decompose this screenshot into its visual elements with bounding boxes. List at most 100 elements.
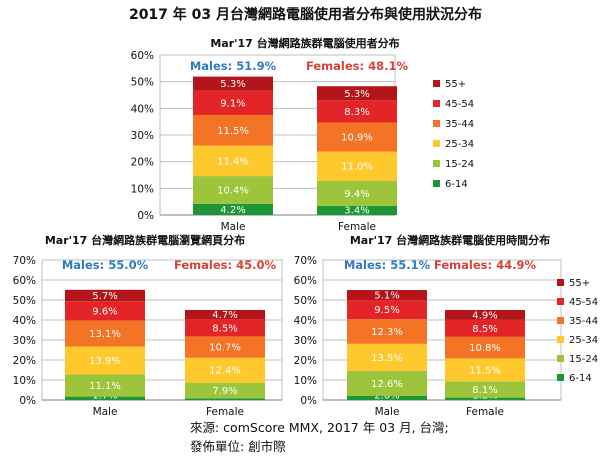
- data-label: 4.2%: [220, 205, 245, 216]
- data-label: 8.5%: [472, 324, 497, 335]
- data-label: 5.3%: [220, 79, 245, 90]
- bar-segment: [317, 100, 397, 123]
- legend-swatch: [557, 317, 564, 324]
- data-label: 8.3%: [344, 107, 369, 118]
- bar-segment: [193, 203, 273, 215]
- bar-segment: [65, 374, 145, 397]
- publisher-line: 發佈單位: 創市際: [190, 439, 286, 454]
- y-tick-label: 0%: [300, 395, 317, 407]
- data-label: 10.7%: [209, 343, 241, 354]
- y-tick-label: 0%: [19, 395, 36, 407]
- data-label: 11.5%: [217, 126, 249, 137]
- bar-segment: [65, 320, 145, 347]
- legend-swatch: [433, 140, 440, 147]
- legend-label: 55+: [445, 79, 466, 90]
- legend-swatch: [433, 120, 440, 127]
- y-tick-label: 30%: [13, 335, 36, 347]
- bar-segment: [347, 370, 427, 396]
- bar-segment: [445, 381, 525, 398]
- data-label: 12.4%: [209, 366, 241, 377]
- y-tick-label: 30%: [131, 130, 154, 142]
- data-label: 8.1%: [472, 385, 497, 396]
- bar-segment: [445, 397, 525, 400]
- source-note: 來源: comScore MMX, 2017 年 03 月, 台灣; 發佈單位:…: [190, 418, 449, 456]
- y-tick-label: 50%: [13, 295, 36, 307]
- y-tick-label: 10%: [294, 375, 317, 387]
- bar-segment: [65, 289, 145, 302]
- females-total-label: Females: 48.1%: [306, 59, 408, 73]
- bar-segment: [347, 300, 427, 320]
- data-label: 12.3%: [371, 327, 403, 338]
- legend-swatch: [433, 100, 440, 107]
- data-label: 5.7%: [92, 291, 117, 302]
- bar-segment: [185, 382, 265, 399]
- data-label: 5.1%: [374, 291, 399, 302]
- data-label: 13.5%: [371, 353, 403, 364]
- y-tick-label: 10%: [13, 375, 36, 387]
- bar-segment: [317, 205, 397, 215]
- data-label: 9.6%: [92, 306, 117, 317]
- chart-title: Mar'17 台灣網路族群電腦使用時間分布: [350, 233, 550, 247]
- y-tick-label: 30%: [294, 335, 317, 347]
- males-total-label: Males: 51.9%: [190, 59, 277, 73]
- legend-label: 45-54: [569, 297, 598, 308]
- data-label: 7.9%: [212, 386, 237, 397]
- x-tick-label: Female: [338, 221, 376, 233]
- chart-title: Mar'17 台灣網路族群電腦使用者分布: [210, 36, 399, 50]
- bar-segment: [65, 396, 145, 400]
- y-tick-label: 70%: [294, 255, 317, 267]
- legend-swatch: [557, 336, 564, 343]
- y-tick-label: 20%: [294, 355, 317, 367]
- y-tick-label: 50%: [131, 77, 154, 89]
- bar-segment: [185, 310, 265, 320]
- legend-swatch: [557, 355, 564, 362]
- data-label: 11.0%: [341, 162, 373, 173]
- bar-segment: [185, 319, 265, 337]
- y-tick-label: 60%: [13, 275, 36, 287]
- y-tick-label: 40%: [13, 315, 36, 327]
- legend-label: 35-44: [445, 119, 474, 130]
- data-label: 9.4%: [344, 189, 369, 200]
- page-title: 2017 年 03 月台灣網路電腦使用者分布與使用狀況分布: [128, 7, 483, 23]
- x-tick-label: Male: [221, 221, 246, 233]
- bar-segment: [347, 396, 427, 400]
- bar-segment: [445, 336, 525, 359]
- legend-swatch: [557, 374, 564, 381]
- data-label: 11.5%: [469, 365, 501, 376]
- bar-segment: [445, 310, 525, 320]
- y-tick-label: 70%: [13, 255, 36, 267]
- males-total-label: Males: 55.1%: [344, 258, 431, 272]
- legend-label: 6-14: [445, 179, 468, 190]
- source-line: 來源: comScore MMX, 2017 年 03 月, 台灣;: [190, 420, 449, 435]
- legend-swatch: [433, 80, 440, 87]
- y-tick-label: 50%: [294, 295, 317, 307]
- legend-swatch: [433, 180, 440, 187]
- bar-segment: [65, 301, 145, 321]
- data-label: 5.3%: [344, 89, 369, 100]
- x-tick-label: Male: [93, 406, 118, 418]
- bar-segment: [193, 176, 273, 204]
- legend-label: 25-34: [569, 335, 598, 346]
- data-label: 13.1%: [89, 329, 121, 340]
- bar-segment: [317, 180, 397, 206]
- bar-segment: [347, 319, 427, 344]
- legend-label: 15-24: [569, 354, 598, 365]
- legend-swatch: [557, 298, 564, 305]
- bar-segment: [193, 76, 273, 91]
- bar-segment: [185, 357, 265, 383]
- bar-segment: [185, 398, 265, 400]
- legend-swatch: [433, 160, 440, 167]
- data-label: 12.6%: [371, 379, 403, 390]
- data-label: 9.5%: [374, 305, 399, 316]
- bar-segment: [317, 122, 397, 152]
- bar-segment: [193, 115, 273, 146]
- x-tick-label: Male: [375, 406, 400, 418]
- bar-segment: [347, 343, 427, 371]
- data-label: 11.4%: [217, 156, 249, 167]
- bar-segment: [193, 90, 273, 115]
- bar-segment: [65, 346, 145, 375]
- y-tick-label: 10%: [131, 183, 154, 195]
- legend-label: 45-54: [445, 99, 474, 110]
- y-tick-label: 0%: [137, 210, 154, 222]
- chart-pc-users: Mar'17 台灣網路族群電腦使用者分布 0% 10% 20% 30% 40% 50% 60%…: [131, 36, 474, 233]
